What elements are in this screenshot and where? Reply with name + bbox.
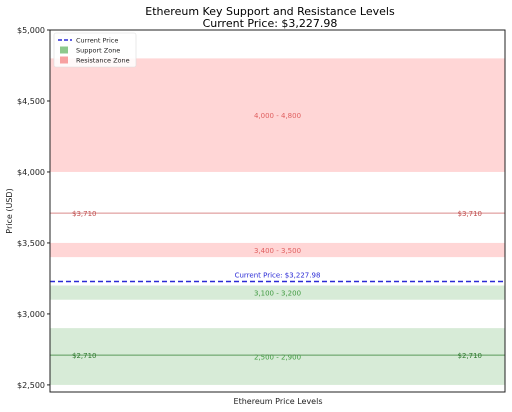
support-zone-band xyxy=(50,328,505,385)
support-zone-label: 3,100 - 3,200 xyxy=(254,290,301,298)
y-tick-label: $3,500 xyxy=(17,239,45,248)
x-axis-label: Ethereum Price Levels xyxy=(234,397,323,406)
y-tick-label: $4,000 xyxy=(17,168,45,177)
resistance-zone-label: 4,000 - 4,800 xyxy=(254,112,301,120)
resistance-level-label-right: $3,710 xyxy=(458,210,483,218)
resistance-zone-label: 3,400 - 3,500 xyxy=(254,247,301,255)
legend-support-swatch xyxy=(60,46,68,54)
legend: Current Price Support Zone Resistance Zone xyxy=(53,32,137,68)
axes-layer: $2,500 $3,000 $3,500 $4,000 $4,500 $5,000 xyxy=(17,26,50,390)
plot-frame xyxy=(49,29,506,393)
support-zone-band xyxy=(50,285,505,300)
levels-layer: $3,710 $3,710 $2,710 $2,710 xyxy=(50,210,505,360)
y-tick-label: $3,000 xyxy=(17,310,45,319)
resistance-zone-band xyxy=(50,58,505,172)
support-level-label-left: $2,710 xyxy=(72,352,97,360)
support-zone-label: 2,500 - 2,900 xyxy=(254,354,301,362)
legend-entry-label: Current Price xyxy=(76,37,118,45)
y-tick-label: $4,500 xyxy=(17,97,45,106)
chart-subtitle: Current Price: $3,227.98 xyxy=(203,17,338,30)
current-price-label: Current Price: $3,227.98 xyxy=(235,272,321,280)
legend-resistance-swatch xyxy=(60,56,68,64)
resistance-zone-band xyxy=(50,242,505,258)
y-tick-label: $5,000 xyxy=(17,26,45,35)
chart-title: Ethereum Key Support and Resistance Leve… xyxy=(145,5,395,18)
current-price-layer: Current Price: $3,227.98 xyxy=(50,272,505,283)
resistance-level-label-left: $3,710 xyxy=(72,210,97,218)
legend-entry-label: Resistance Zone xyxy=(76,57,130,65)
legend-box xyxy=(53,32,137,68)
legend-entry-label: Support Zone xyxy=(76,47,120,55)
y-tick-label: $2,500 xyxy=(17,381,45,390)
zones-layer: 4,000 - 4,800 3,400 - 3,500 3,100 - 3,200 2… xyxy=(50,58,505,385)
support-level-label-right: $2,710 xyxy=(458,352,483,360)
y-axis-label: Price (USD) xyxy=(5,188,14,233)
